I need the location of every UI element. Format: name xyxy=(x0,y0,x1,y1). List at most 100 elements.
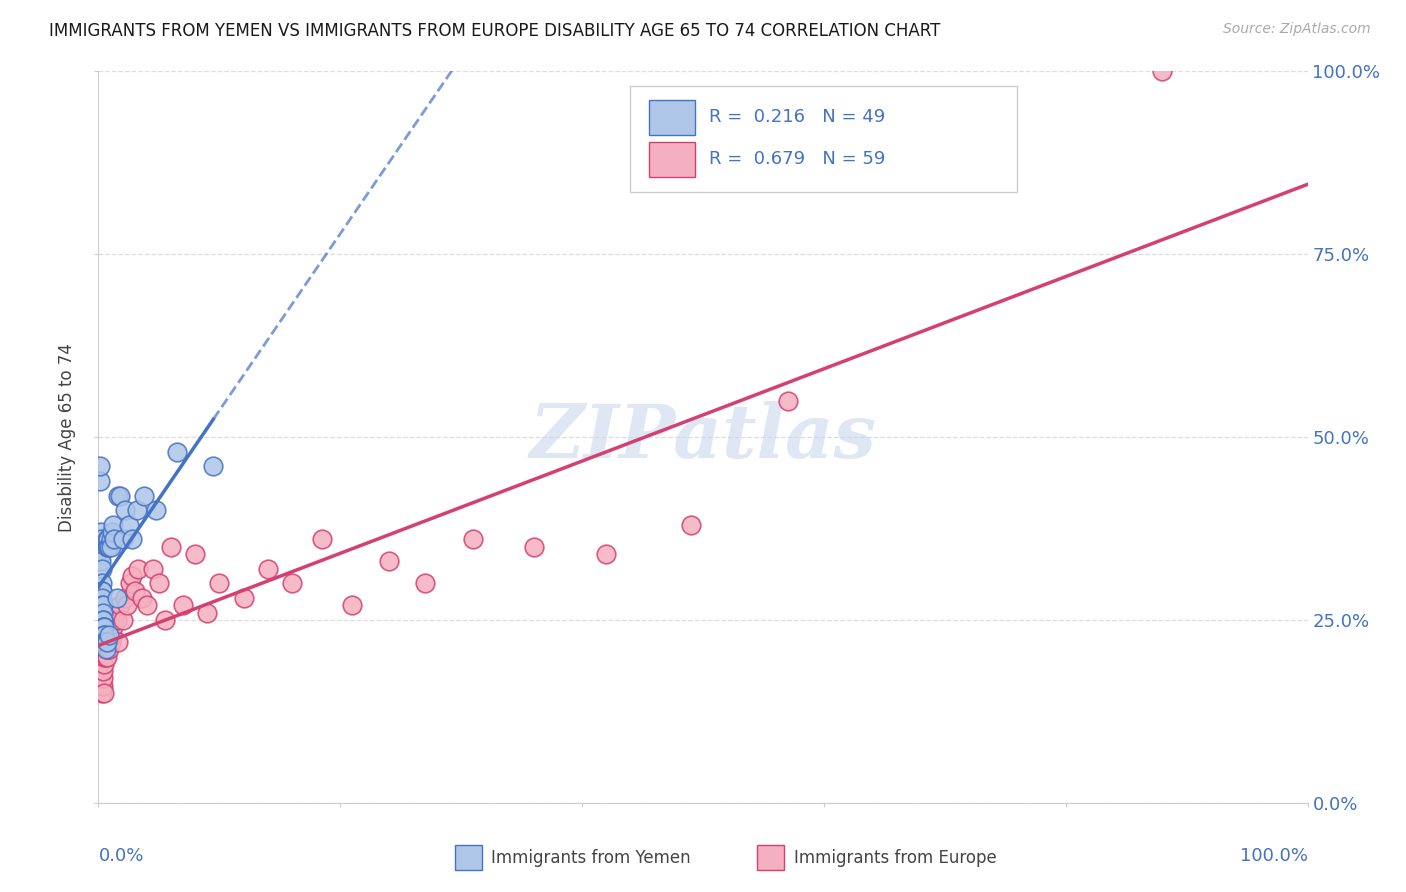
Point xyxy=(97,635,120,649)
Point xyxy=(91,599,114,613)
Point xyxy=(90,525,112,540)
Point xyxy=(93,635,115,649)
Point xyxy=(523,540,546,554)
Point xyxy=(105,613,128,627)
Text: Source: ZipAtlas.com: Source: ZipAtlas.com xyxy=(1223,22,1371,37)
Point xyxy=(93,686,115,700)
Point xyxy=(142,562,165,576)
Point xyxy=(131,591,153,605)
Point xyxy=(1152,64,1174,78)
Point xyxy=(202,459,225,474)
Point xyxy=(89,459,111,474)
Point xyxy=(91,679,114,693)
Point xyxy=(111,533,134,547)
Bar xyxy=(758,845,785,871)
Point xyxy=(121,533,143,547)
Point xyxy=(208,576,231,591)
Point xyxy=(166,444,188,458)
Point xyxy=(90,547,112,561)
Point xyxy=(96,635,118,649)
Point xyxy=(100,540,122,554)
Point xyxy=(93,649,115,664)
Text: ZIPatlas: ZIPatlas xyxy=(530,401,876,474)
Text: Immigrants from Yemen: Immigrants from Yemen xyxy=(492,848,690,867)
Point xyxy=(93,620,115,634)
Point xyxy=(90,554,112,568)
Point xyxy=(413,576,436,591)
Point xyxy=(93,627,115,641)
Point xyxy=(97,540,120,554)
Point xyxy=(97,533,120,547)
Point xyxy=(148,576,170,591)
Point xyxy=(118,576,141,591)
Point xyxy=(100,525,122,540)
Point xyxy=(91,613,114,627)
Point xyxy=(108,489,131,503)
FancyBboxPatch shape xyxy=(630,86,1018,192)
Point xyxy=(96,533,118,547)
Point xyxy=(679,517,702,532)
Point xyxy=(114,503,136,517)
Point xyxy=(256,562,278,576)
Point xyxy=(124,583,146,598)
Point xyxy=(94,642,117,657)
Point xyxy=(107,489,129,503)
FancyBboxPatch shape xyxy=(648,100,695,135)
Point xyxy=(114,591,136,605)
FancyBboxPatch shape xyxy=(648,142,695,177)
Point xyxy=(94,649,117,664)
Point xyxy=(134,489,156,503)
Text: IMMIGRANTS FROM YEMEN VS IMMIGRANTS FROM EUROPE DISABILITY AGE 65 TO 74 CORRELAT: IMMIGRANTS FROM YEMEN VS IMMIGRANTS FROM… xyxy=(49,22,941,40)
Point xyxy=(91,583,114,598)
Point xyxy=(160,540,183,554)
Point xyxy=(195,606,218,620)
Point xyxy=(93,620,115,634)
Point xyxy=(232,591,254,605)
Point xyxy=(377,554,399,568)
Text: 100.0%: 100.0% xyxy=(1240,847,1308,864)
Point xyxy=(111,613,134,627)
Bar xyxy=(456,845,482,871)
Point xyxy=(153,613,176,627)
Point xyxy=(98,540,121,554)
Point xyxy=(96,649,118,664)
Point xyxy=(98,635,121,649)
Point xyxy=(100,627,122,641)
Point xyxy=(127,562,149,576)
Point xyxy=(89,474,111,488)
Point xyxy=(96,540,118,554)
Point xyxy=(98,627,121,641)
Point xyxy=(118,517,141,532)
Point xyxy=(595,547,617,561)
Point xyxy=(105,591,128,605)
Point xyxy=(96,642,118,657)
Point xyxy=(91,620,114,634)
Point xyxy=(90,664,112,678)
Point xyxy=(96,635,118,649)
Point xyxy=(91,679,114,693)
Point xyxy=(93,657,115,671)
Point xyxy=(117,599,139,613)
Y-axis label: Disability Age 65 to 74: Disability Age 65 to 74 xyxy=(58,343,76,532)
Point xyxy=(281,576,304,591)
Point xyxy=(342,599,364,613)
Point xyxy=(100,627,122,641)
Point xyxy=(107,635,129,649)
Point xyxy=(94,642,117,657)
Point xyxy=(101,517,124,532)
Point xyxy=(90,533,112,547)
Point xyxy=(184,547,207,561)
Text: Immigrants from Europe: Immigrants from Europe xyxy=(794,848,997,867)
Point xyxy=(127,503,149,517)
Point xyxy=(97,642,120,657)
Point xyxy=(172,599,194,613)
Point xyxy=(91,562,114,576)
Point xyxy=(101,620,124,634)
Point xyxy=(91,583,114,598)
Text: R =  0.216   N = 49: R = 0.216 N = 49 xyxy=(709,109,886,127)
Point xyxy=(776,393,799,408)
Point xyxy=(311,533,333,547)
Point xyxy=(98,642,121,657)
Point xyxy=(91,664,114,678)
Point xyxy=(463,533,485,547)
